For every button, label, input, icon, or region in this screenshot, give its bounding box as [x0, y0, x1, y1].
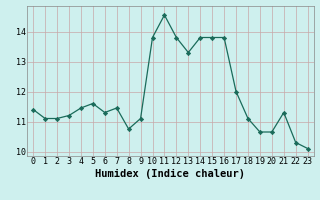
X-axis label: Humidex (Indice chaleur): Humidex (Indice chaleur) [95, 169, 245, 179]
